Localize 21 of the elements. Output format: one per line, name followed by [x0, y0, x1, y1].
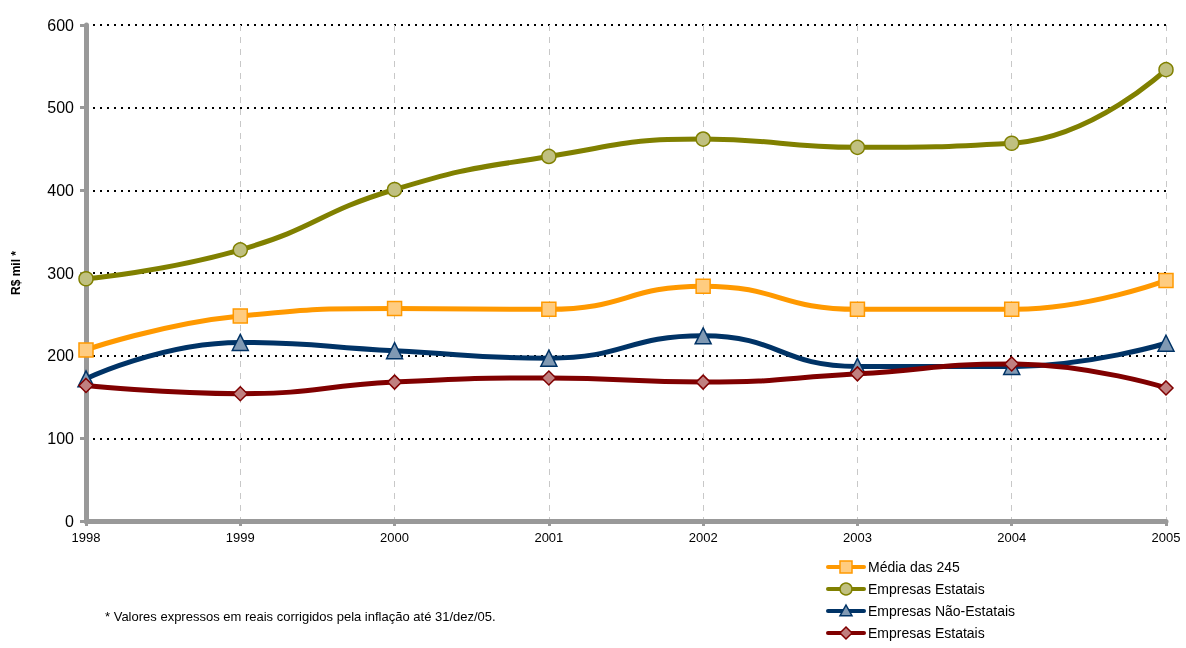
y-axis-title: R$ mil *: [9, 250, 23, 296]
y-tick-label: 0: [65, 512, 75, 530]
legend-label: Empresas Estatais: [868, 625, 985, 641]
y-tick-label: 400: [47, 181, 75, 199]
legend-label: Média das 245: [868, 559, 961, 575]
x-tick-label: 2003: [842, 530, 872, 545]
text: * Valores expressos em reais corrigidos pela inflação até 31/dez/05.: [105, 609, 496, 624]
legend-label: Empresas Estatais: [868, 581, 985, 597]
x-tick-label: 2005: [1151, 530, 1181, 545]
y-tick-label: 200: [47, 347, 75, 365]
x-tick-label: 1999: [225, 530, 255, 545]
y-tick-label: 600: [47, 16, 75, 34]
x-tick-label: 2001: [534, 530, 564, 545]
legend-label: Empresas Não-Estatais: [868, 603, 1016, 619]
x-tick-label: 2000: [380, 530, 410, 545]
x-tick-label: 2002: [688, 530, 718, 545]
y-tick-label: 500: [47, 99, 75, 117]
y-tick-label: 300: [47, 264, 75, 282]
y-tick-label: 100: [47, 429, 75, 447]
x-tick-label: 1998: [71, 530, 101, 545]
x-tick-label: 2004: [997, 530, 1027, 545]
